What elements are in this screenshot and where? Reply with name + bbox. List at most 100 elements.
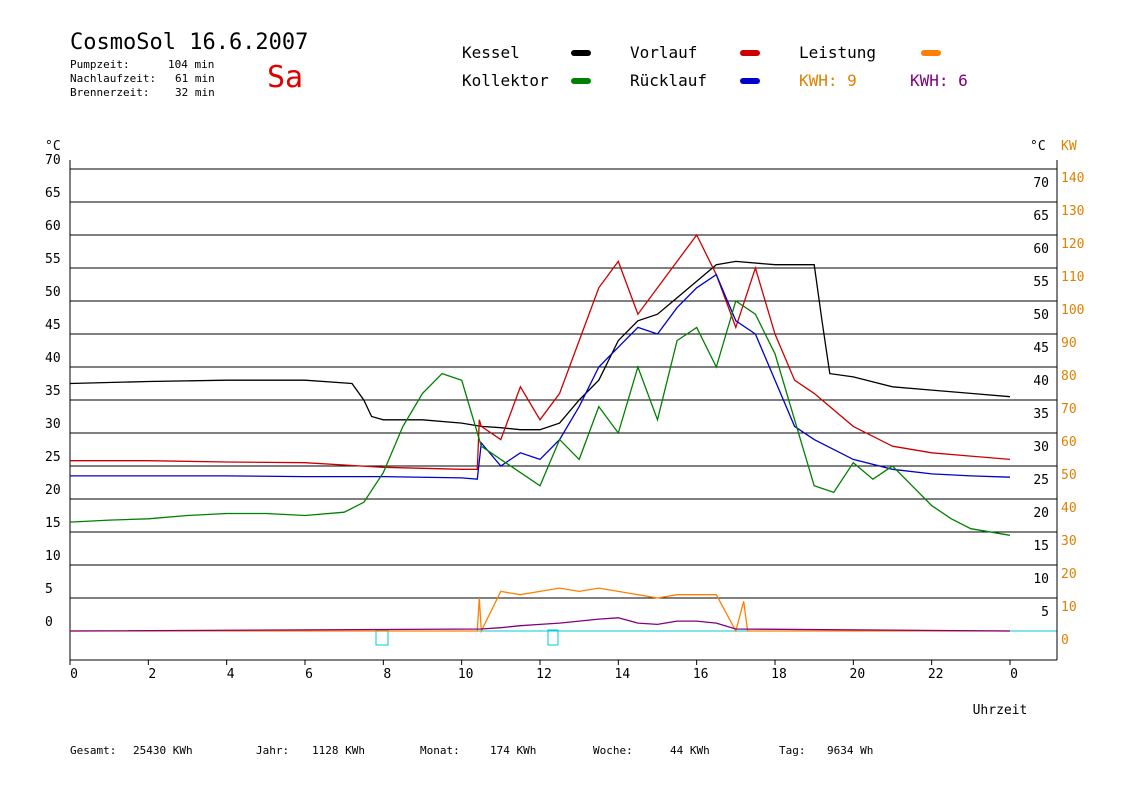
x-tick-label: 0 [1010,667,1018,682]
y-tick-label-kw: 90 [1061,336,1077,351]
legend-ruecklauf: Rücklauf [630,71,708,90]
x-tick-label: 8 [383,667,391,682]
x-tick-label: 16 [693,667,709,682]
series-line-kessel [69,260,1011,431]
x-tick-label: 0 [70,667,78,682]
y-tick-label-left: 10 [45,549,61,564]
y-tick-label-right: 60 [1033,242,1049,257]
y-tick-label-left: 5 [45,582,53,597]
y-tick-label-left: 35 [45,384,61,399]
y-tick-label-left: 70 [45,153,61,168]
legend-vorlauf: Vorlauf [630,43,698,62]
y-tick-label-left: 15 [45,516,61,531]
y-tick-label-kw: 50 [1061,468,1077,483]
pump-label: Pumpzeit: [70,58,130,71]
y-tick-label-kw: 20 [1061,567,1077,582]
footer-jahr-label: Jahr: [256,744,290,757]
y-tick-label-left: 30 [45,417,61,432]
y-tick-label-kw: 110 [1061,270,1084,285]
y-tick-label-right: 70 [1033,176,1049,191]
series-line-kwh-6 [69,617,1011,632]
footer-gesamt-value: 25430 KWh [133,744,193,757]
y-tick-label-right: 25 [1033,473,1049,488]
y-tick-label-kw: 0 [1061,633,1069,648]
after-label: Nachlaufzeit: [70,72,157,85]
x-tick-label: 14 [615,667,631,682]
series-line-vorlauf [70,233,1011,470]
legend-kessel-swatch [571,50,591,56]
x-tick-label: 4 [227,667,235,682]
y-tick-label-left: 20 [45,483,61,498]
legend-ruecklauf-swatch [740,78,760,84]
x-tick-label: 20 [850,667,866,682]
y-tick-label-kw: 100 [1061,303,1084,318]
y-tick-label-kw: 60 [1061,435,1077,450]
y-tick-label-left: 45 [45,318,61,333]
legend-leistung: Leistung [799,43,877,62]
footer-tag-value: 9634 Wh [827,744,874,757]
y-axis-title-right: °C [1030,139,1046,154]
x-tick-label: 12 [536,667,552,682]
footer-woche-value: 44 KWh [670,744,710,757]
y-tick-label-right: 35 [1033,407,1049,422]
x-tick-label: 22 [928,667,944,682]
y-tick-label-right: 45 [1033,341,1049,356]
footer-monat-label: Monat: [420,744,460,757]
baseline-marker [375,629,389,646]
y-tick-label-right: 10 [1033,572,1049,587]
x-tick-label: 2 [148,667,156,682]
baseline-marker [547,629,559,646]
y-tick-label-right: 5 [1041,605,1049,620]
legend-kwh2: KWH: 6 [910,71,968,90]
legend-kwh1: KWH: 9 [799,71,857,90]
legend-leistung-swatch [921,50,941,56]
y-tick-label-right: 65 [1033,209,1049,224]
weekday: Sa [267,60,304,95]
footer-jahr-value: 1128 KWh [312,744,365,757]
y-tick-label-right: 20 [1033,506,1049,521]
y-tick-label-right: 30 [1033,440,1049,455]
after-value: 61 min [175,72,215,85]
y-tick-label-left: 60 [45,219,61,234]
legend-vorlauf-swatch [740,50,760,56]
y-tick-label-kw: 130 [1061,204,1084,219]
y-tick-label-right: 15 [1033,539,1049,554]
y-tick-label-right: 50 [1033,308,1049,323]
x-tick-label: 18 [771,667,787,682]
y-tick-label-left: 50 [45,285,61,300]
y-tick-label-kw: 120 [1061,237,1084,252]
pump-value: 104 min [168,58,215,71]
footer-monat-value: 174 KWh [490,744,537,757]
series-line-r-cklauf [70,273,1011,480]
y-tick-label-left: 55 [45,252,61,267]
footer-woche-label: Woche: [593,744,633,757]
series-line-kollektor [69,299,1011,536]
legend-kollektor-swatch [571,78,591,84]
footer-gesamt-label: Gesamt: [70,744,117,757]
y-axis-title-kw: KW [1061,139,1077,154]
chart-title: CosmoSol 16.6.2007 [70,30,309,55]
x-tick-label: 10 [458,667,474,682]
y-tick-label-left: 40 [45,351,61,366]
y-tick-label-kw: 80 [1061,369,1077,384]
burner-label: Brennerzeit: [70,86,150,99]
burner-value: 32 min [175,86,215,99]
y-axis-title-left: °C [45,139,61,154]
legend-kessel: Kessel [462,43,520,62]
y-tick-label-left: 65 [45,186,61,201]
y-tick-label-left: 0 [45,615,53,630]
y-tick-label-kw: 70 [1061,402,1077,417]
y-tick-label-kw: 30 [1061,534,1077,549]
footer-tag-label: Tag: [779,744,806,757]
y-tick-label-left: 25 [45,450,61,465]
series-line-leistung [70,587,1010,634]
y-tick-label-kw: 10 [1061,600,1077,615]
y-tick-label-right: 55 [1033,275,1049,290]
legend-kollektor: Kollektor [462,71,549,90]
y-tick-label-right: 40 [1033,374,1049,389]
y-tick-label-kw: 40 [1061,501,1077,516]
y-tick-label-kw: 140 [1061,171,1084,186]
x-axis-title: Uhrzeit [973,703,1028,718]
x-tick-label: 6 [305,667,313,682]
